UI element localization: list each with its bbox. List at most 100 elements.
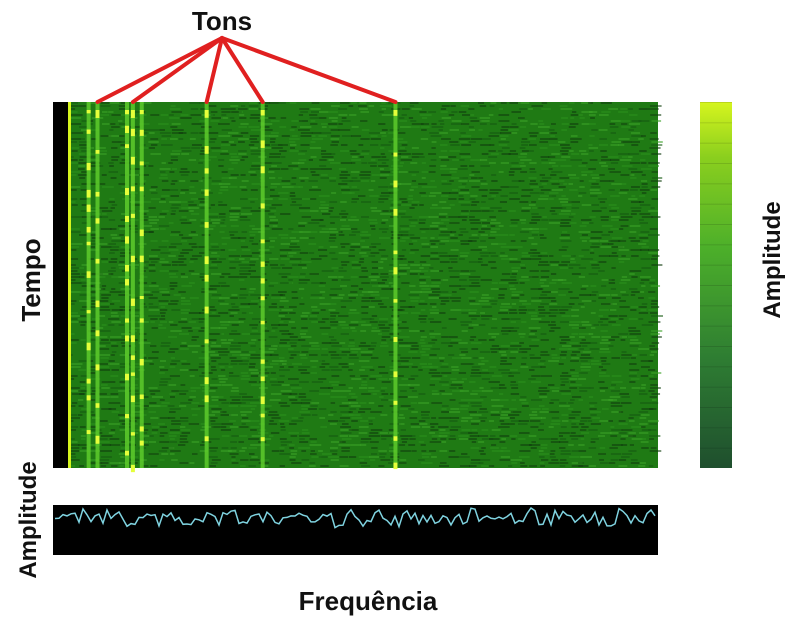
noise-cell	[599, 294, 611, 296]
noise-cell	[549, 453, 555, 455]
noise-cell	[641, 324, 654, 326]
noise-cell	[250, 294, 262, 296]
noise-cell	[399, 414, 404, 416]
noise-cell	[329, 237, 337, 239]
noise-cell	[421, 246, 431, 248]
noise-cell	[430, 285, 440, 287]
noise-cell	[479, 123, 487, 125]
noise-cell	[118, 264, 128, 266]
noise-cell	[119, 354, 128, 356]
noise-cell	[471, 318, 477, 320]
noise-cell	[540, 237, 547, 239]
noise-cell	[298, 120, 308, 122]
noise-cell	[410, 423, 420, 425]
noise-cell	[481, 195, 488, 197]
noise-cell	[338, 444, 350, 446]
noise-cell	[78, 105, 87, 107]
noise-cell	[448, 336, 458, 338]
noise-cell	[600, 318, 611, 320]
noise-cell	[160, 252, 171, 254]
tone-line-5-bright	[393, 208, 398, 216]
noise-cell	[451, 339, 462, 341]
noise-cell	[328, 159, 335, 161]
noise-cell	[538, 126, 550, 128]
noise-cell	[639, 432, 649, 434]
noise-cell	[441, 183, 452, 185]
noise-cell	[79, 234, 88, 236]
noise-cell	[310, 141, 316, 143]
noise-cell	[519, 264, 525, 266]
noise-cell	[311, 366, 317, 368]
noise-cell	[70, 333, 75, 335]
noise-cell	[449, 129, 459, 131]
noise-cell	[518, 306, 526, 308]
noise-cell	[578, 276, 586, 278]
noise-cell	[329, 318, 336, 320]
noise-cell	[159, 129, 165, 131]
noise-cell	[558, 213, 570, 215]
noise-cell	[240, 132, 249, 134]
noise-cell	[449, 420, 458, 422]
noise-cell	[219, 297, 230, 299]
noise-cell	[381, 156, 387, 158]
noise-cell	[351, 156, 358, 158]
faint-tone-line-2-bright	[125, 215, 129, 223]
noise-cell	[278, 192, 289, 194]
noise-cell	[251, 339, 257, 341]
noise-cell	[270, 186, 278, 188]
noise-cell	[561, 204, 572, 206]
noise-cell	[168, 270, 179, 272]
noise-cell	[640, 387, 646, 389]
noise-cell	[330, 450, 338, 452]
noise-cell	[89, 165, 101, 167]
noise-cell	[648, 420, 659, 422]
noise-cell	[461, 123, 470, 125]
noise-cell	[531, 411, 538, 413]
noise-cell	[640, 153, 651, 155]
noise-cell	[629, 123, 641, 125]
noise-cell	[348, 456, 357, 458]
noise-cell	[410, 120, 417, 122]
noise-cell	[498, 234, 509, 236]
noise-cell	[441, 342, 452, 344]
noise-cell	[191, 351, 198, 353]
noise-cell	[609, 126, 619, 128]
noise-cell	[328, 420, 339, 422]
noise-cell	[518, 156, 527, 158]
noise-cell	[71, 258, 79, 260]
tone-line-1-bright	[95, 258, 100, 264]
noise-cell	[108, 135, 119, 137]
noise-cell	[310, 372, 318, 374]
noise-cell	[361, 393, 373, 395]
noise-cell	[280, 237, 289, 239]
noise-cell	[120, 102, 129, 104]
noise-cell	[241, 231, 248, 233]
noise-cell	[498, 348, 509, 350]
noise-cell	[241, 375, 250, 377]
noise-cell	[141, 213, 147, 215]
noise-cell	[98, 327, 104, 329]
noise-cell	[541, 252, 548, 254]
noise-cell	[370, 411, 382, 413]
faint-tone-line-1-bright	[86, 310, 91, 314]
noise-cell	[181, 216, 187, 218]
noise-cell	[449, 387, 457, 389]
spectrogram-noise	[68, 102, 664, 467]
noise-cell	[191, 336, 199, 338]
noise-cell	[99, 183, 106, 185]
noise-cell	[588, 420, 593, 422]
noise-cell	[459, 159, 465, 161]
noise-cell	[308, 222, 320, 224]
noise-cell	[510, 327, 520, 329]
noise-cell	[179, 171, 190, 173]
noise-cell	[188, 270, 195, 272]
noise-cell	[561, 147, 572, 149]
spectrogram-left-edge	[53, 102, 68, 468]
noise-cell	[158, 225, 170, 227]
noise-cell	[100, 228, 112, 230]
noise-cell	[250, 357, 263, 359]
noise-cell	[301, 414, 311, 416]
noise-cell	[189, 297, 199, 299]
noise-cell	[591, 264, 600, 266]
noise-cell	[568, 321, 581, 323]
